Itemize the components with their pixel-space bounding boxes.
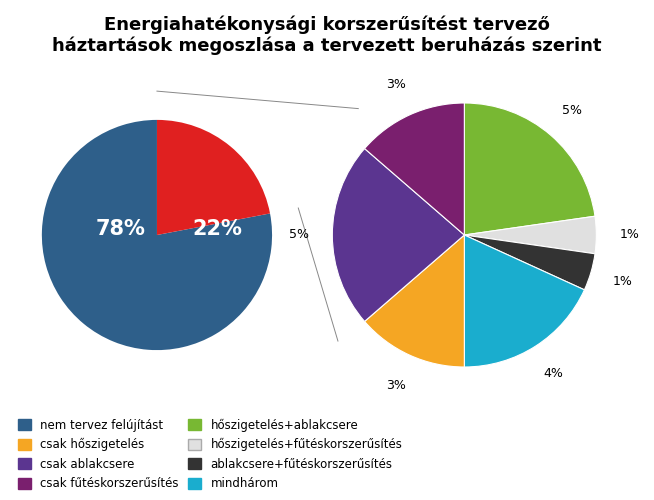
Text: 4%: 4% [543, 368, 564, 380]
Text: 22%: 22% [192, 219, 242, 239]
Wedge shape [364, 235, 464, 367]
Wedge shape [464, 235, 595, 290]
Wedge shape [364, 103, 464, 235]
Text: 5%: 5% [289, 228, 309, 241]
Text: 3%: 3% [386, 378, 405, 392]
Wedge shape [42, 120, 272, 350]
Wedge shape [464, 235, 585, 367]
Text: Energiahatékonysági korszerűsítést tervező
háztartások megoszlása a tervezett be: Energiahatékonysági korszerűsítést terve… [52, 15, 602, 55]
Text: 78%: 78% [95, 219, 145, 239]
Wedge shape [464, 103, 595, 235]
Legend: nem tervez felújítást, csak hőszigetelés, csak ablakcsere, csak fűtéskorszerűsít: nem tervez felújítást, csak hőszigetelés… [13, 414, 407, 495]
Text: 3%: 3% [386, 78, 405, 92]
Wedge shape [157, 120, 270, 235]
Text: 1%: 1% [619, 228, 639, 241]
Wedge shape [332, 148, 464, 322]
Text: 1%: 1% [613, 275, 632, 288]
Text: 5%: 5% [562, 104, 583, 117]
Wedge shape [464, 216, 596, 254]
